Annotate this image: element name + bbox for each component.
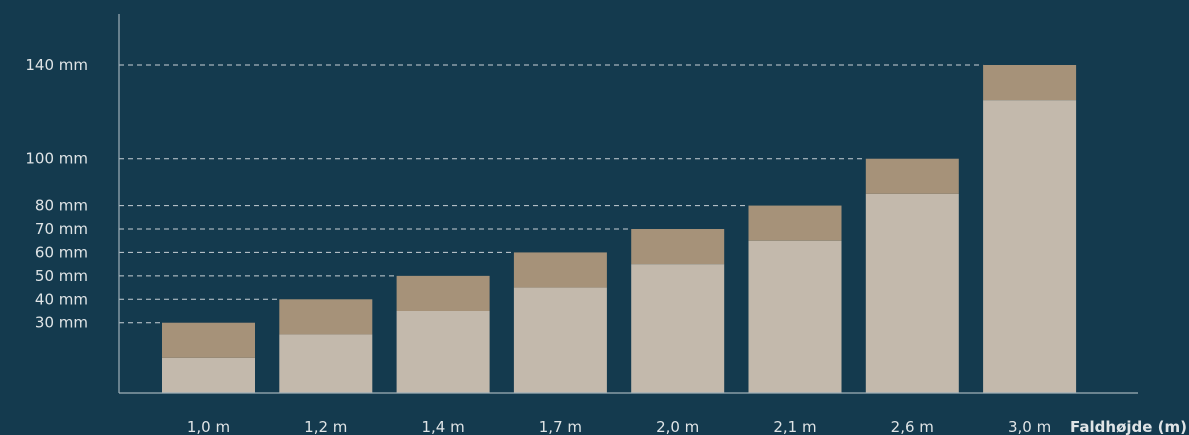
bar-base-segment	[162, 357, 255, 393]
bar-base-segment	[279, 334, 373, 393]
bar-base-segment	[748, 240, 842, 393]
bar-top-segment	[865, 158, 959, 194]
x-tick-label: 3,0 m	[1008, 418, 1051, 435]
x-tick-label: 2,0 m	[656, 418, 699, 435]
y-tick-label: 100 mm	[25, 150, 88, 168]
bars	[162, 65, 1077, 394]
y-tick-label: 50 mm	[35, 267, 88, 285]
bar-top-segment	[396, 275, 490, 311]
x-tick-label: 1,2 m	[304, 418, 347, 435]
bar-base-segment	[513, 287, 607, 393]
bar-base-segment	[631, 264, 725, 393]
bar-top-segment	[162, 322, 255, 358]
x-tick-label: 1,4 m	[421, 418, 464, 435]
bar-base-segment	[983, 100, 1077, 394]
x-tick-label: 1,7 m	[539, 418, 582, 435]
bar-top-segment	[513, 252, 607, 288]
x-tick-labels: 1,0 m 1,2 m 1,4 m 1,7 m 2,0 m 2,1 m 2,6 m 3,0 m	[187, 418, 1051, 435]
y-tick-label: 140 mm	[25, 56, 88, 74]
y-tick-label: 40 mm	[35, 290, 88, 308]
bar-base-segment	[396, 311, 490, 393]
bar-top-segment	[748, 205, 842, 241]
grid-lines	[119, 64, 984, 324]
bar-top-segment	[631, 229, 725, 265]
bar-top-segment	[279, 299, 373, 335]
y-tick-label: 70 mm	[35, 220, 88, 238]
x-tick-label: 2,6 m	[891, 418, 934, 435]
y-tick-label: 30 mm	[35, 314, 88, 332]
y-tick-label: 60 mm	[35, 243, 88, 261]
x-axis-label: Faldhøjde (m)	[1070, 418, 1187, 435]
bar-top-segment	[983, 65, 1077, 101]
x-tick-label: 1,0 m	[187, 418, 230, 435]
axes	[118, 14, 1138, 394]
bar-base-segment	[865, 193, 959, 393]
y-tick-labels: 30 mm 40 mm 50 mm 60 mm 70 mm 80 mm 100 mm 140 …	[25, 56, 88, 332]
y-tick-label: 80 mm	[35, 197, 88, 215]
x-tick-label: 2,1 m	[773, 418, 816, 435]
